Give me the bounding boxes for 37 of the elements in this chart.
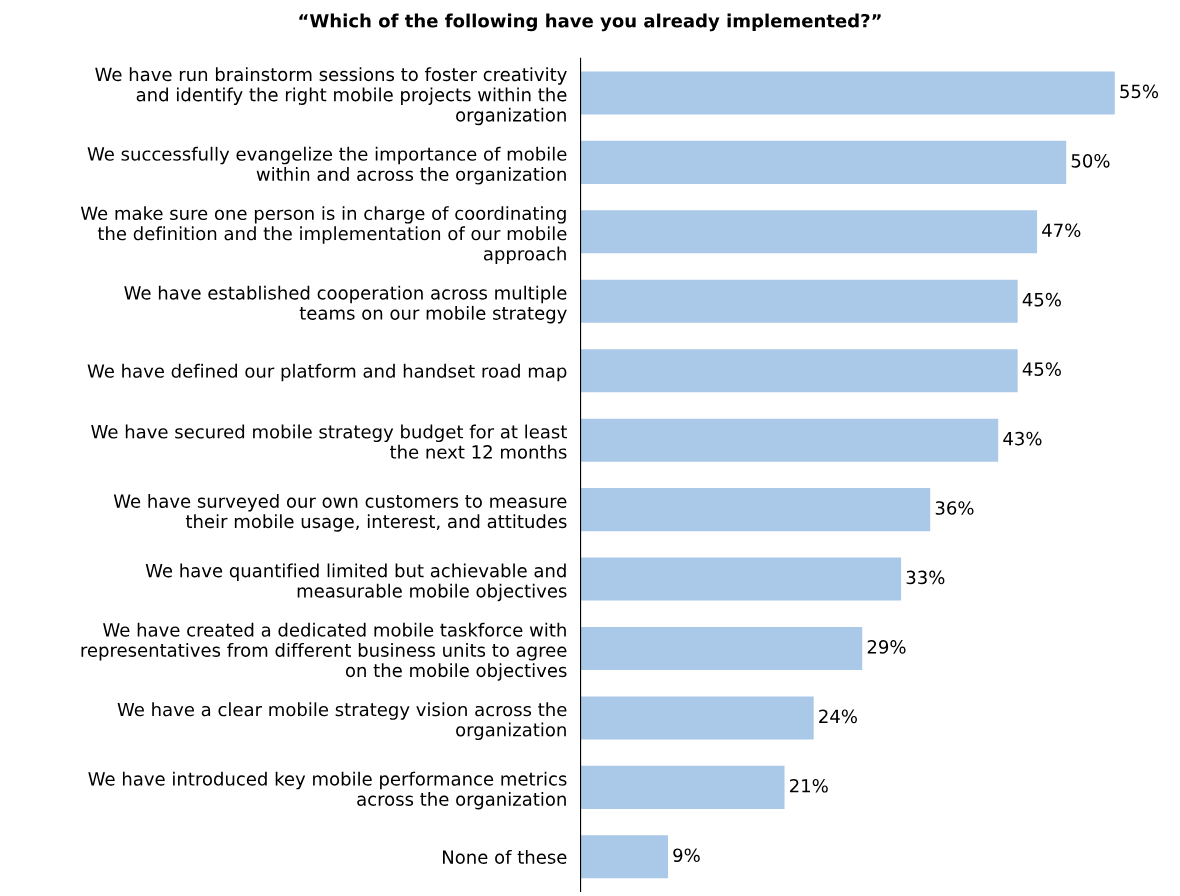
bar [580,557,902,601]
data-label: 24% [819,709,857,724]
bar [580,835,668,879]
y-tick-label: We have created a dedicated mobile taskforce with representatives from different business units to agree on the mobile objectives [81,622,567,681]
y-tick-label: We successfully evangelize the importance of mobile within and across the organization [87,146,567,185]
y-tick-label: We have quantified limited but achievable and measurable mobile objectives [145,563,567,602]
data-label: 33% [906,570,945,585]
data-label: 9% [673,848,700,863]
data-label: 45% [1022,292,1061,307]
bar [580,210,1038,254]
data-label: 21% [790,778,828,793]
data-label: 55% [1120,84,1159,99]
bar [580,140,1067,184]
y-tick-label: We have secured mobile strategy budget for at least the next 12 months [91,424,567,459]
data-label: 47% [1042,223,1081,238]
data-label: 50% [1071,153,1110,168]
y-tick-label: None of these [443,849,567,864]
bar [580,696,814,740]
y-tick-label: We have a clear mobile strategy vision across the organization [117,702,567,741]
bar [580,418,999,462]
y-tick-label: We have defined our platform and handset road map [87,363,567,382]
bar [580,626,863,671]
data-label: 45% [1022,362,1061,376]
data-label: 36% [935,501,974,515]
bar [580,349,1018,393]
data-label: 29% [867,640,906,654]
y-tick-label: We have surveyed our own customers to measure their mobile usage, interest, and attitudes [113,494,567,532]
y-tick-label: We have established cooperation across multiple teams on our mobile strategy [124,285,567,324]
y-tick-label: We have run brainstorm sessions to foster creativity and identify the right mobile projects within the organization [95,67,567,126]
data-label: 43% [1003,431,1042,446]
y-tick-label: We have introduced key mobile performance metrics across the organization [88,771,567,810]
bar [580,765,785,809]
bar [580,488,931,532]
chart-title: “Which of the following have you already implemented?” [299,13,881,32]
bar [580,71,1115,115]
y-tick-label: We make sure one person is in charge of coordinating the definition and the implementation of our mobile approach [80,206,567,265]
bar [580,279,1018,323]
